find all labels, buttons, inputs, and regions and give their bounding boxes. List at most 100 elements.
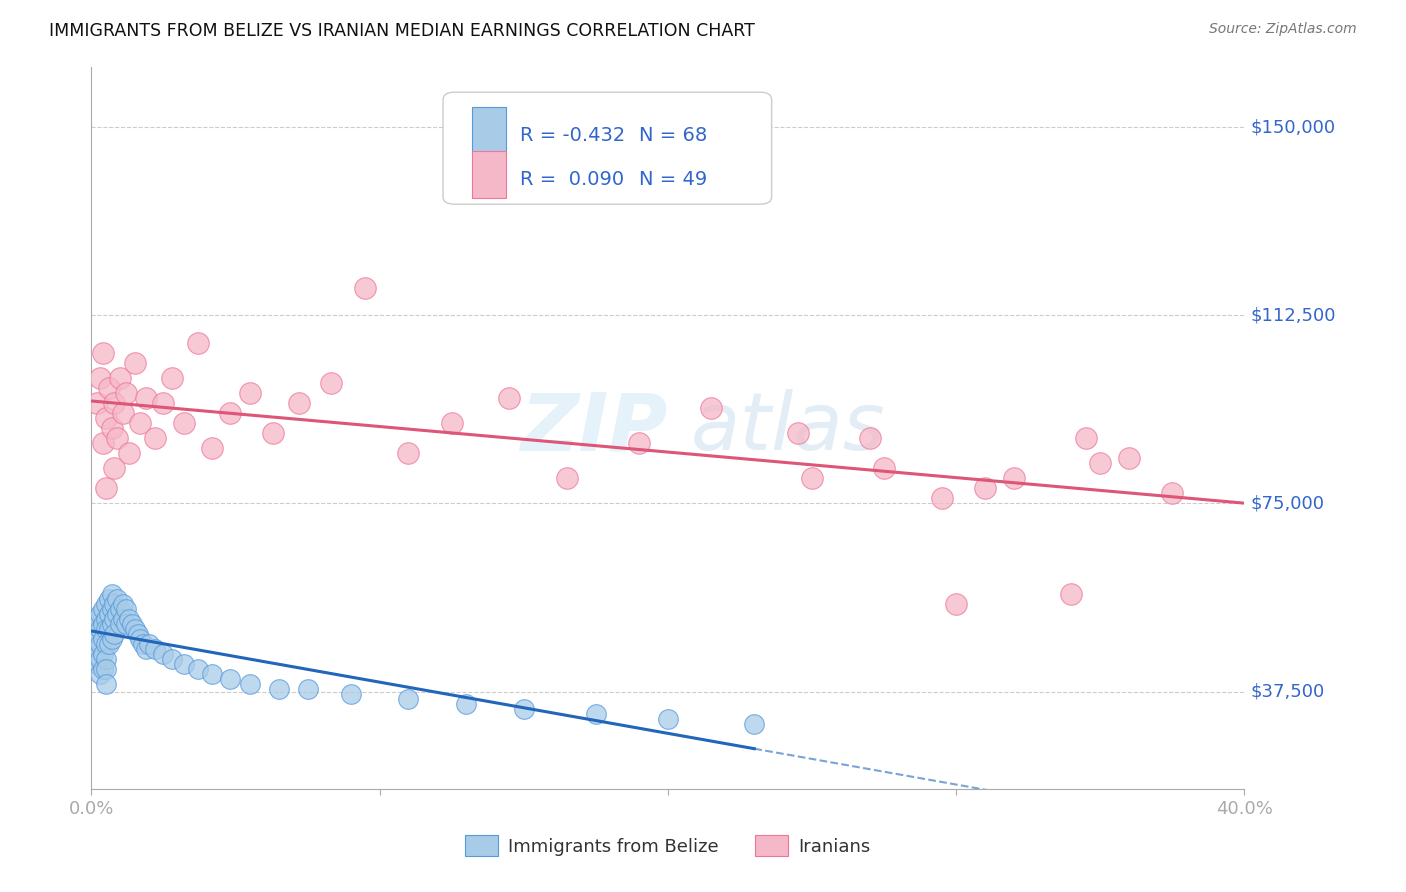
Point — [91, 346, 114, 360]
Point — [94, 677, 117, 691]
Text: R = -0.432: R = -0.432 — [520, 126, 626, 145]
Point — [1002, 471, 1025, 485]
Point — [700, 401, 723, 416]
Point — [110, 602, 132, 616]
Point — [129, 632, 152, 646]
Point — [89, 607, 111, 621]
Point — [94, 482, 117, 496]
Point — [135, 642, 157, 657]
Point — [97, 607, 120, 621]
Point — [100, 602, 122, 616]
Text: Source: ZipAtlas.com: Source: ZipAtlas.com — [1209, 22, 1357, 37]
Point — [86, 657, 108, 671]
Point — [1074, 431, 1097, 445]
Point — [86, 612, 108, 626]
Point — [91, 662, 114, 676]
Point — [91, 602, 114, 616]
Bar — [472, 107, 506, 154]
Point — [97, 381, 120, 395]
Point — [124, 622, 146, 636]
Point — [103, 597, 125, 611]
Point — [86, 642, 108, 657]
Point — [105, 607, 128, 621]
Point — [100, 616, 122, 631]
Point — [129, 416, 152, 430]
Text: N = 68: N = 68 — [638, 126, 707, 145]
Point — [86, 396, 108, 410]
Point — [112, 406, 135, 420]
Text: atlas: atlas — [690, 389, 886, 467]
Point — [187, 335, 209, 350]
Point — [110, 616, 132, 631]
Point — [138, 637, 160, 651]
Point — [91, 436, 114, 450]
Text: $112,500: $112,500 — [1250, 306, 1336, 325]
Point — [239, 677, 262, 691]
Point — [89, 622, 111, 636]
Point — [262, 426, 284, 441]
Point — [89, 667, 111, 681]
Point — [160, 652, 183, 666]
Point — [160, 371, 183, 385]
Point — [135, 391, 157, 405]
Point — [1161, 486, 1184, 500]
Point — [83, 652, 105, 666]
Point — [103, 396, 125, 410]
Bar — [472, 152, 506, 198]
Point — [86, 627, 108, 641]
Point — [152, 396, 174, 410]
Text: N = 49: N = 49 — [638, 169, 707, 189]
Point — [94, 662, 117, 676]
Point — [124, 356, 146, 370]
Point — [218, 672, 240, 686]
Text: IMMIGRANTS FROM BELIZE VS IRANIAN MEDIAN EARNINGS CORRELATION CHART: IMMIGRANTS FROM BELIZE VS IRANIAN MEDIAN… — [49, 22, 755, 40]
Text: $150,000: $150,000 — [1250, 118, 1336, 136]
Point — [786, 426, 808, 441]
Point — [115, 386, 138, 401]
Point — [340, 687, 363, 701]
Point — [801, 471, 824, 485]
Point — [94, 612, 117, 626]
Point — [396, 692, 419, 706]
Point — [1118, 451, 1140, 466]
Point — [83, 616, 105, 631]
Point — [931, 491, 953, 506]
Point — [454, 697, 477, 711]
Point — [110, 371, 132, 385]
Point — [152, 647, 174, 661]
Legend: Immigrants from Belize, Iranians: Immigrants from Belize, Iranians — [458, 828, 877, 863]
Point — [103, 627, 125, 641]
Point — [1060, 587, 1083, 601]
Point — [115, 616, 138, 631]
Text: $37,500: $37,500 — [1250, 682, 1324, 700]
Point — [187, 662, 209, 676]
Point — [201, 667, 224, 681]
Point — [873, 461, 896, 475]
Point — [742, 717, 765, 731]
Point — [288, 396, 311, 410]
Point — [239, 386, 262, 401]
Point — [89, 652, 111, 666]
Text: $75,000: $75,000 — [1250, 494, 1324, 512]
Point — [945, 597, 967, 611]
Point — [94, 411, 117, 425]
Point — [100, 421, 122, 435]
Point — [396, 446, 419, 460]
Point — [89, 637, 111, 651]
Point — [94, 597, 117, 611]
Point — [173, 416, 195, 430]
Point — [143, 642, 166, 657]
Point — [555, 471, 578, 485]
Point — [143, 431, 166, 445]
Point — [858, 431, 880, 445]
Point — [118, 612, 141, 626]
Point — [83, 632, 105, 646]
Point — [94, 622, 117, 636]
Point — [91, 647, 114, 661]
Point — [118, 446, 141, 460]
Point — [112, 612, 135, 626]
Point — [173, 657, 195, 671]
Point — [627, 436, 650, 450]
Point — [585, 707, 607, 722]
Point — [100, 632, 122, 646]
